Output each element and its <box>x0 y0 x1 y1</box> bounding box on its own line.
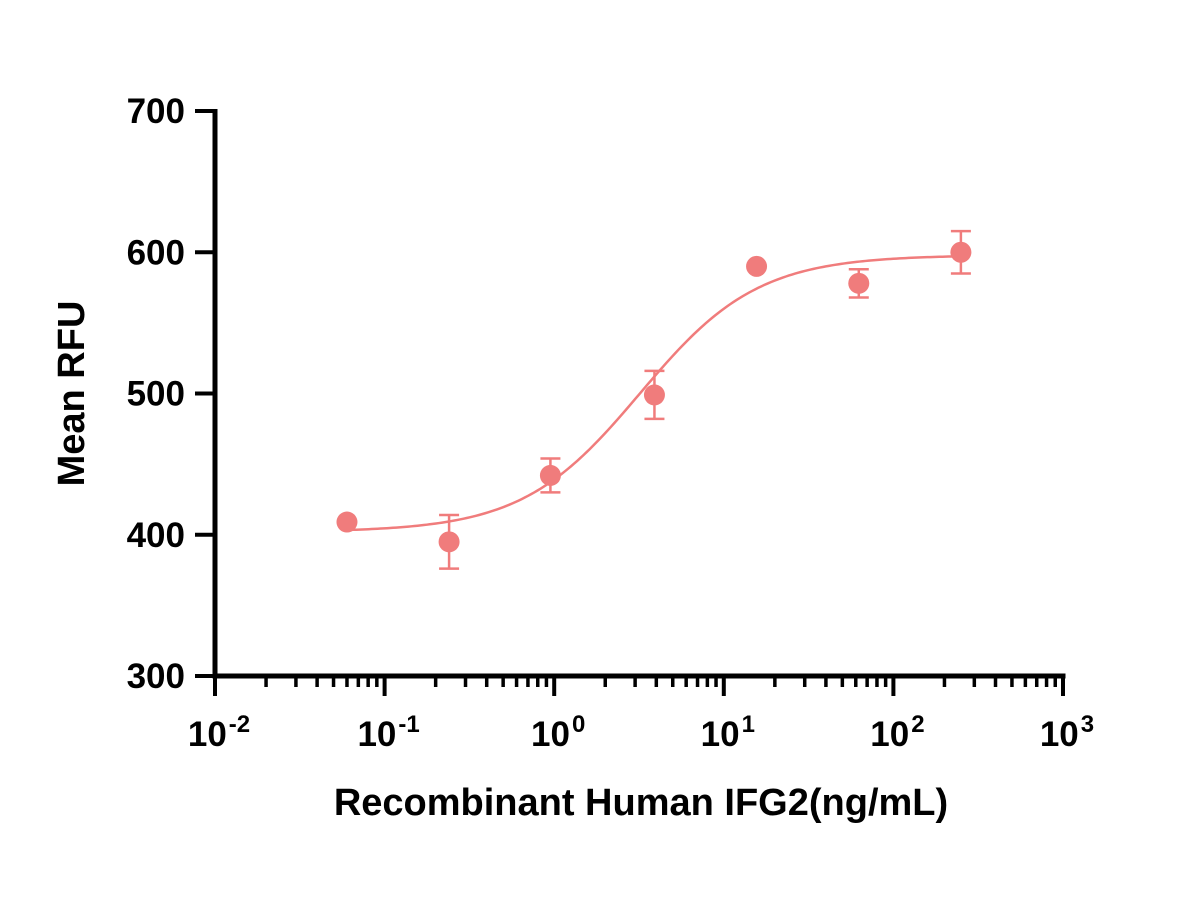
x-tick-label: 10-1 <box>357 711 419 754</box>
error-bars <box>439 229 971 570</box>
x-ticks: 10-2 10-1 100 101 102 103 <box>188 676 1094 754</box>
y-tick-label: 600 <box>127 233 185 272</box>
y-tick-label: 300 <box>127 657 185 696</box>
data-point <box>438 531 460 553</box>
y-tick-label: 500 <box>127 375 185 414</box>
y-ticks: 300 400 500 600 700 <box>127 92 215 696</box>
data-point <box>950 241 972 263</box>
y-tick-label: 700 <box>127 92 185 131</box>
data-point <box>848 272 870 294</box>
x-axis-title: Recombinant Human IFG2(ng/mL) <box>334 782 948 824</box>
data-point <box>746 255 768 277</box>
x-tick-label: 103 <box>1040 711 1094 754</box>
data-point <box>539 464 561 486</box>
x-tick-label: 101 <box>701 711 755 754</box>
x-tick-label: 102 <box>870 711 924 754</box>
data-point <box>336 511 358 533</box>
x-tick-label: 10-2 <box>188 711 250 754</box>
data-point <box>643 384 665 406</box>
y-axis-title: Mean RFU <box>51 301 93 487</box>
y-tick-label: 400 <box>127 516 185 555</box>
x-tick-label: 100 <box>531 711 585 754</box>
data-points <box>336 241 972 553</box>
